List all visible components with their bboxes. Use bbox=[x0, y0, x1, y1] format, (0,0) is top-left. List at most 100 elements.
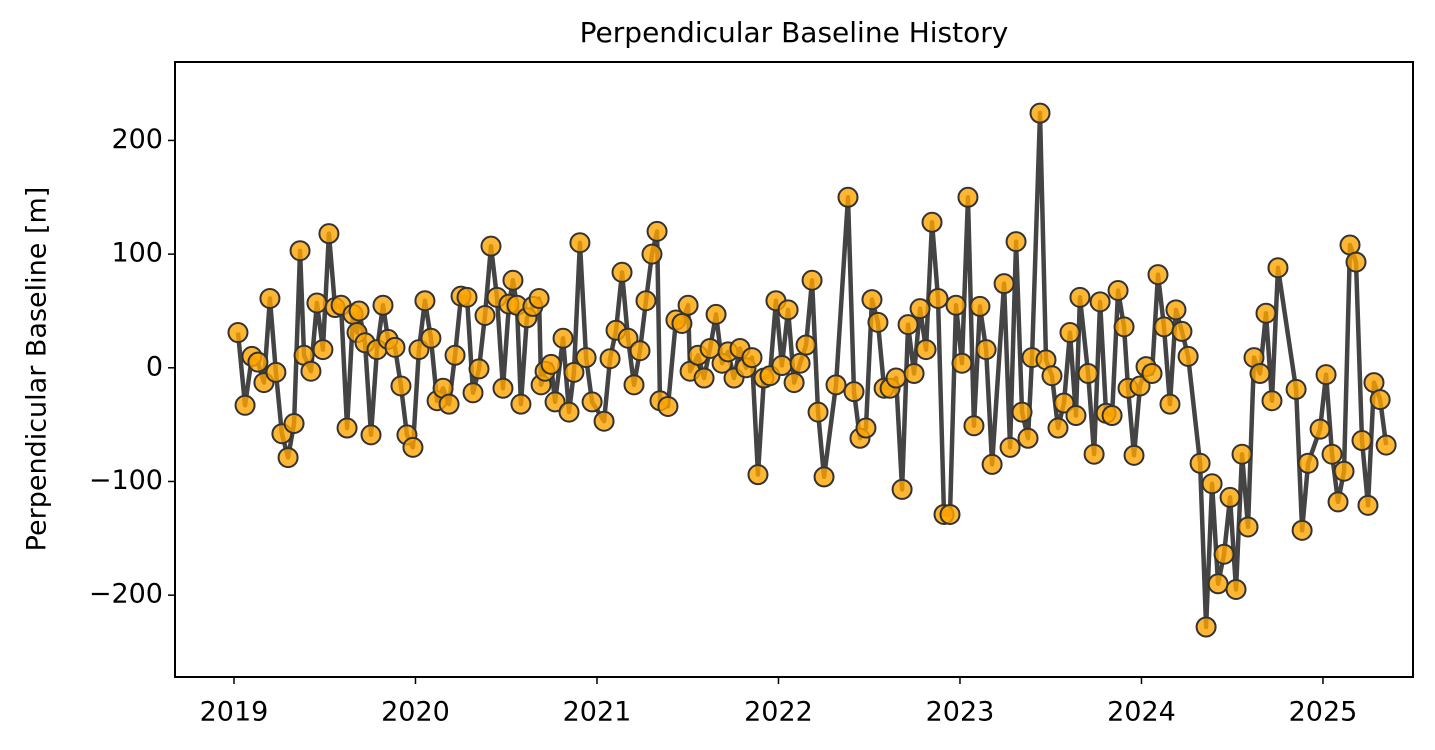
marker bbox=[283, 412, 305, 434]
marker bbox=[939, 503, 961, 525]
marker bbox=[641, 243, 663, 265]
marker bbox=[617, 327, 639, 349]
plot-frame bbox=[174, 61, 1414, 678]
marker bbox=[528, 287, 550, 309]
marker bbox=[593, 410, 615, 432]
marker bbox=[927, 287, 949, 309]
marker bbox=[903, 362, 925, 384]
marker bbox=[1315, 364, 1337, 386]
marker bbox=[1005, 231, 1027, 253]
marker bbox=[563, 361, 585, 383]
marker bbox=[999, 436, 1021, 458]
marker bbox=[1053, 392, 1075, 414]
marker bbox=[945, 294, 967, 316]
marker bbox=[1041, 365, 1063, 387]
y-tick-label: 0 bbox=[146, 351, 163, 382]
marker bbox=[807, 401, 829, 423]
marker bbox=[1153, 316, 1175, 338]
marker bbox=[1375, 434, 1397, 456]
marker bbox=[1291, 519, 1313, 541]
marker bbox=[360, 424, 382, 446]
marker bbox=[312, 339, 334, 361]
marker bbox=[1345, 251, 1367, 273]
x-tick-label: 2019 bbox=[200, 697, 269, 728]
marker bbox=[372, 294, 394, 316]
marker bbox=[1261, 390, 1283, 412]
marker bbox=[348, 300, 370, 322]
marker bbox=[1083, 443, 1105, 465]
marker bbox=[921, 211, 943, 233]
marker bbox=[402, 436, 424, 458]
y-axis-label: Perpendicular Baseline [m] bbox=[22, 187, 53, 552]
marker bbox=[1147, 264, 1169, 286]
marker bbox=[747, 464, 769, 486]
marker bbox=[867, 311, 889, 333]
marker bbox=[1255, 302, 1277, 324]
marker bbox=[306, 292, 328, 314]
marker bbox=[474, 305, 496, 327]
marker bbox=[1231, 443, 1253, 465]
marker bbox=[1333, 460, 1355, 482]
marker bbox=[1189, 452, 1211, 474]
marker bbox=[795, 334, 817, 356]
marker bbox=[1017, 427, 1039, 449]
marker bbox=[915, 339, 937, 361]
marker bbox=[825, 374, 847, 396]
marker bbox=[801, 269, 823, 291]
marker bbox=[1011, 401, 1033, 423]
marker bbox=[671, 312, 693, 334]
marker bbox=[843, 381, 865, 403]
marker bbox=[1177, 345, 1199, 367]
marker bbox=[1047, 417, 1069, 439]
marker bbox=[502, 269, 524, 291]
x-tick-label: 2024 bbox=[1107, 697, 1176, 728]
marker bbox=[635, 290, 657, 312]
marker bbox=[693, 367, 715, 389]
marker bbox=[1369, 389, 1391, 411]
marker bbox=[1141, 362, 1163, 384]
y-tick-label: 200 bbox=[111, 124, 163, 155]
marker bbox=[969, 295, 991, 317]
marker bbox=[1327, 491, 1349, 513]
marker bbox=[657, 395, 679, 417]
marker bbox=[468, 358, 490, 380]
marker bbox=[1225, 578, 1247, 600]
marker bbox=[492, 377, 514, 399]
marker bbox=[909, 298, 931, 320]
marker bbox=[1101, 405, 1123, 427]
x-tick-label: 2025 bbox=[1289, 697, 1358, 728]
x-tick-label: 2021 bbox=[563, 697, 632, 728]
marker bbox=[957, 186, 979, 208]
marker bbox=[1219, 486, 1241, 508]
marker bbox=[993, 273, 1015, 295]
x-tick-label: 2022 bbox=[744, 697, 813, 728]
marker bbox=[1213, 543, 1235, 565]
marker bbox=[891, 478, 913, 500]
marker bbox=[1351, 430, 1373, 452]
marker bbox=[456, 286, 478, 308]
x-tick-label: 2020 bbox=[381, 697, 450, 728]
y-tick-label: 100 bbox=[111, 238, 163, 269]
marker bbox=[420, 327, 442, 349]
marker bbox=[444, 344, 466, 366]
marker bbox=[575, 347, 597, 369]
marker bbox=[741, 347, 763, 369]
marker bbox=[1321, 443, 1343, 465]
marker bbox=[1059, 322, 1081, 344]
marker bbox=[234, 394, 256, 416]
marker bbox=[384, 336, 406, 358]
marker bbox=[462, 382, 484, 404]
marker bbox=[1297, 452, 1319, 474]
marker bbox=[646, 220, 668, 242]
marker bbox=[247, 351, 269, 373]
marker bbox=[885, 367, 907, 389]
marker bbox=[1285, 378, 1307, 400]
marker bbox=[861, 289, 883, 311]
marker bbox=[544, 391, 566, 413]
marker bbox=[813, 466, 835, 488]
marker bbox=[1267, 257, 1289, 279]
marker bbox=[1129, 375, 1151, 397]
marker bbox=[1065, 405, 1087, 427]
marker bbox=[569, 232, 591, 254]
